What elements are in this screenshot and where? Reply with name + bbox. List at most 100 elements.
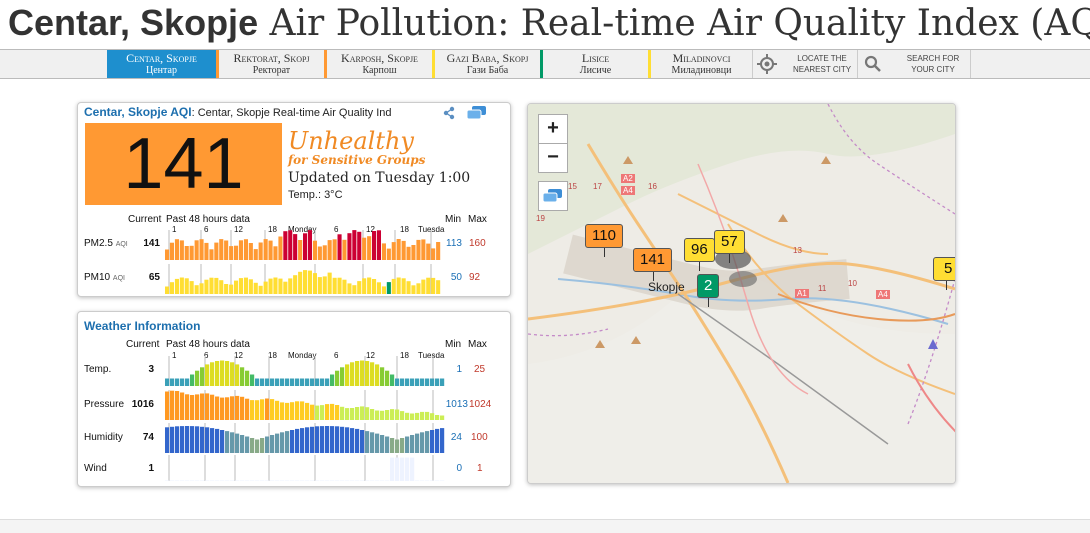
spark-bar (170, 480, 175, 481)
spark-bar (234, 280, 239, 294)
nav-station-gazi-baba[interactable]: Gazi Baba, Skopj Гази Баба (432, 50, 540, 78)
spark-bar (416, 283, 421, 294)
pm10-min: 50 (450, 272, 462, 283)
station-map[interactable]: + − Skopje A2 A4 A1 A4 16 15 17 13 11 10 19 110 96… (527, 103, 956, 484)
spark-bar (325, 426, 330, 453)
spark-bar (400, 457, 405, 481)
widget-icon[interactable] (466, 105, 488, 121)
spark-bar (220, 397, 225, 420)
pressure-sparkline (165, 390, 445, 420)
spark-bar (219, 280, 224, 294)
spark-bar (305, 402, 310, 420)
spark-bar (210, 480, 215, 481)
nav-station-local: Лисиче (579, 65, 612, 76)
spark-bar (285, 402, 290, 420)
spark-bar (370, 480, 375, 481)
time-tick: 18 (400, 351, 409, 360)
spark-bar (210, 428, 215, 453)
spark-bar (185, 394, 190, 420)
nav-station-rektorat[interactable]: Rektorat, Skopj Ректорат (216, 50, 324, 78)
spark-bar (303, 233, 308, 260)
spark-bar (195, 394, 200, 420)
spark-bar (250, 480, 255, 481)
spark-bar (395, 439, 400, 453)
pm10-current: 65 (148, 272, 160, 283)
spark-bar (280, 432, 285, 453)
spark-bar (225, 361, 230, 386)
road-label: 19 (536, 214, 545, 223)
nav-station-lisice[interactable]: Lisice Лисиче (540, 50, 648, 78)
spark-bar (380, 410, 385, 420)
spark-bar (390, 457, 395, 481)
search-city-button[interactable]: SEARCH FOR YOUR CITY (857, 50, 971, 78)
spark-bar (175, 426, 180, 453)
spark-bar (179, 240, 184, 260)
spark-bar (205, 393, 210, 420)
spark-bar (245, 436, 250, 453)
nav-station-local: Ректорат (252, 65, 291, 76)
spark-bar (340, 426, 345, 453)
spark-bar (401, 278, 406, 294)
spark-bar (235, 433, 240, 453)
spark-bar (180, 378, 185, 386)
zoom-out-button[interactable]: − (538, 143, 568, 173)
spark-bar (190, 395, 195, 420)
col-min: Min (445, 339, 462, 350)
zoom-in-button[interactable]: + (538, 114, 568, 144)
spark-bar (165, 427, 170, 453)
spark-bar (435, 428, 440, 453)
spark-bar (300, 378, 305, 386)
map-marker[interactable]: 57 (714, 230, 745, 263)
road-label: 13 (793, 246, 802, 255)
spark-bar (225, 480, 230, 481)
locate-line2: NEAREST CITY (792, 65, 852, 74)
time-tick: 6 (334, 225, 339, 234)
weather-heading: Weather Information (84, 319, 201, 333)
spark-bar (190, 374, 195, 386)
time-tick: 18 (268, 225, 277, 234)
spark-bar (360, 406, 365, 420)
spark-bar (405, 412, 410, 420)
time-tick: 1 (172, 225, 177, 234)
spark-bar (293, 275, 298, 294)
pm10-label: PM10 (84, 272, 111, 283)
spark-bar (400, 378, 405, 386)
locate-nearest-city-button[interactable]: LOCATE THE NEAREST CITY (752, 50, 858, 78)
nav-station-miladinovci[interactable]: Miladinovci Миладиновци (648, 50, 752, 78)
spark-bar (375, 480, 380, 481)
nav-station-karposh[interactable]: Karposh, Skopje Карпош (324, 50, 432, 78)
layers-button[interactable] (538, 181, 568, 211)
spark-bar (350, 408, 355, 420)
pm10-max: 92 (469, 272, 481, 283)
share-icon[interactable] (442, 106, 456, 120)
spark-bar (205, 480, 210, 481)
spark-bar (199, 239, 204, 260)
map-marker[interactable]: 96 (684, 238, 715, 271)
map-marker[interactable]: 110 (585, 224, 623, 257)
spark-bar (170, 426, 175, 453)
road-label: 15 (568, 182, 577, 191)
map-marker[interactable]: 5 (933, 257, 955, 290)
pm25-max: 160 (469, 238, 486, 249)
spark-bar (440, 480, 445, 481)
spark-bar (258, 242, 263, 260)
spark-bar (230, 396, 235, 420)
spark-bar (315, 378, 320, 386)
layers-icon (542, 189, 562, 203)
spark-bar (283, 281, 288, 294)
spark-bar (365, 480, 370, 481)
spark-bar (430, 430, 435, 453)
spark-bar (410, 457, 415, 481)
spark-bar (370, 362, 375, 386)
spark-bar (350, 428, 355, 453)
row-label-pm25: PM2.5 AQI (84, 238, 128, 249)
spark-bar (260, 399, 265, 420)
map-marker[interactable]: 141 (633, 248, 673, 281)
spark-bar (169, 242, 174, 260)
aqi-level-sub: for Sensitive Groups (288, 153, 426, 167)
search-icon (864, 55, 881, 72)
nav-station-centar[interactable]: Centar, Skopje Центар (107, 50, 216, 78)
map-marker[interactable]: 2 (697, 274, 720, 307)
spark-bar (278, 236, 283, 260)
spark-bar (300, 401, 305, 420)
